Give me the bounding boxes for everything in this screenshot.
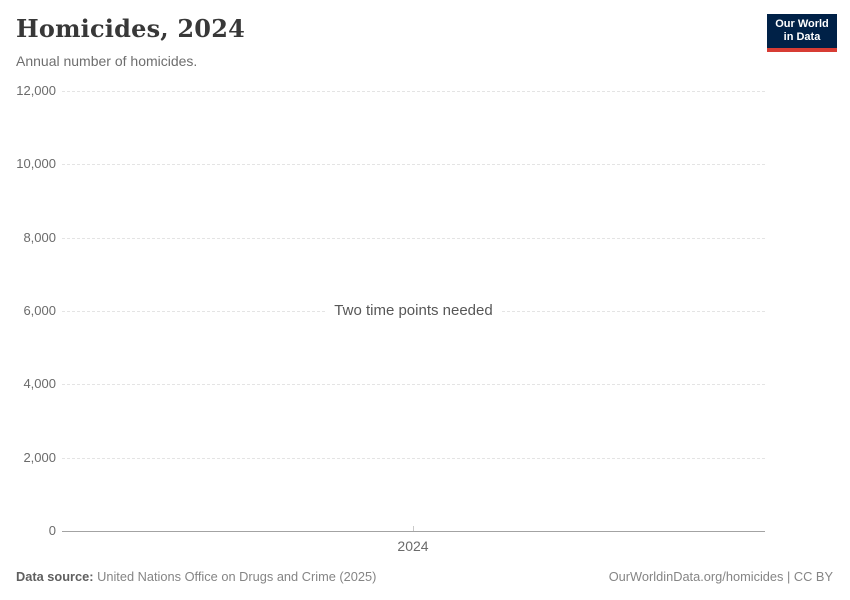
y-axis-tick-label: 0 [48, 523, 56, 538]
y-axis-tick-label: 6,000 [23, 303, 56, 318]
data-source-text: United Nations Office on Drugs and Crime… [97, 568, 377, 584]
owid-logo-line2: in Data [783, 31, 821, 43]
chart-title: Homicides, 2024 [16, 14, 245, 43]
data-source-label: Data source: [16, 568, 94, 584]
x-axis-tick-label: 2024 [397, 538, 429, 554]
x-axis-line [62, 531, 765, 532]
gridline [62, 384, 765, 385]
plot-area: 12,000 10,000 8,000 6,000 4,000 2,000 0 2024 T… [0, 83, 850, 554]
gridline [62, 238, 765, 239]
chart-subtitle: Annual number of homicides. [16, 53, 198, 69]
empty-chart-message-text: Two time points needed [326, 302, 501, 319]
gridline [62, 458, 765, 459]
data-source-note: Data source: United Nations Office on Dr… [16, 569, 376, 584]
gridline [62, 164, 765, 165]
y-axis-tick-label: 2,000 [23, 450, 56, 465]
y-axis-tick-label: 8,000 [23, 230, 56, 245]
footer: Data source: United Nations Office on Dr… [16, 568, 833, 584]
y-axis-tick-label: 12,000 [16, 83, 56, 98]
y-axis-tick-label: 10,000 [16, 156, 56, 171]
owid-logo-line1: Our World [775, 18, 829, 30]
gridline [62, 91, 765, 92]
empty-chart-message: Two time points needed [62, 301, 765, 321]
y-axis-tick-label: 4,000 [23, 376, 56, 391]
owid-logo[interactable]: Our World in Data [767, 14, 837, 52]
x-axis-tick [413, 526, 414, 531]
credit-link[interactable]: OurWorldinData.org/homicides | CC BY [608, 568, 833, 584]
